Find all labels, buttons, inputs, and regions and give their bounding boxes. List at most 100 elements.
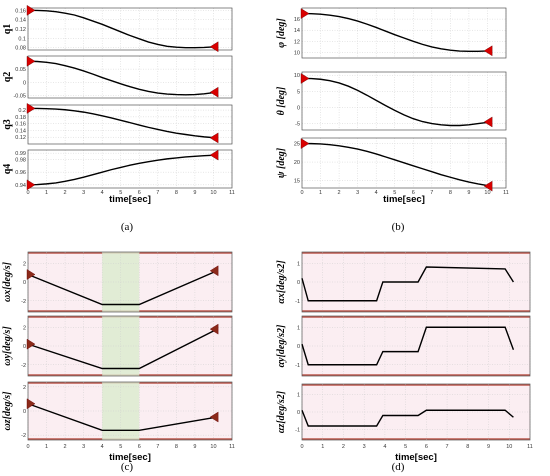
panel-1: 0.080.10.120.140.16q1-0.0500.05q20.120.1… bbox=[2, 4, 235, 205]
y-tick-label: 0.1 bbox=[18, 36, 26, 42]
x-tick-label: 6 bbox=[412, 190, 415, 196]
y-tick-label: 0.16 bbox=[15, 8, 26, 14]
panel-3: -202ωx[deg/s]-202ωy[deg/s]-202ωz[deg/s]0… bbox=[2, 251, 235, 463]
y-axis-label: αz[deg/s2] bbox=[276, 390, 287, 433]
end-marker bbox=[209, 41, 219, 53]
y-axis-label: αx[deg/s2] bbox=[276, 260, 287, 304]
start-marker bbox=[26, 338, 36, 350]
y-tick-label: 0.05 bbox=[15, 67, 26, 73]
end-marker bbox=[209, 411, 219, 423]
plot-frame bbox=[27, 7, 233, 51]
subplot-1: -1 0 1 αx[deg/s2] bbox=[276, 251, 531, 313]
x-axis-label: time[sec] bbox=[109, 194, 151, 205]
x-tick-label: 0 bbox=[300, 190, 303, 196]
y-tick-label: 20 bbox=[294, 160, 300, 166]
y-tick-label: 0 bbox=[23, 409, 26, 415]
end-marker bbox=[483, 116, 493, 128]
x-tick-label: 4 bbox=[101, 190, 104, 196]
x-tick-label: 9 bbox=[467, 190, 470, 196]
x-tick-label: 0 bbox=[300, 444, 303, 450]
y-tick-label: -1 bbox=[295, 363, 300, 369]
start-marker bbox=[26, 103, 36, 114]
x-tick-label: 5 bbox=[119, 190, 122, 196]
y-tick-label: -2 bbox=[21, 433, 26, 439]
y-tick-label: 0.98 bbox=[15, 158, 26, 164]
y-tick-label: 0 bbox=[23, 80, 26, 86]
y-tick-label: 1 bbox=[297, 325, 300, 331]
plot-area bbox=[28, 105, 232, 144]
y-tick-label: -5 bbox=[295, 122, 300, 128]
band-background bbox=[302, 316, 530, 376]
series-line bbox=[27, 328, 218, 370]
subplot-3: 0.120.140.160.180.2 q3 bbox=[2, 103, 233, 145]
y-axis-label: ωx[deg/s] bbox=[2, 261, 13, 302]
plot-frame bbox=[301, 137, 507, 189]
subplot-3: -2 0 2 ωz[deg/s] bbox=[2, 381, 233, 441]
plot-frame bbox=[27, 251, 233, 313]
x-axis-label: time[sec] bbox=[383, 194, 425, 205]
end-marker bbox=[209, 132, 219, 144]
x-tick-label: 3 bbox=[356, 190, 359, 196]
x-tick-label: 7 bbox=[156, 190, 159, 196]
x-tick-label: 0 bbox=[26, 190, 29, 196]
start-marker bbox=[26, 269, 36, 280]
y-tick-label: -0.05 bbox=[13, 93, 26, 99]
start-marker bbox=[26, 55, 36, 67]
series-line bbox=[28, 107, 218, 139]
x-tick-label: 9 bbox=[487, 444, 490, 450]
y-tick-label: 0.99 bbox=[15, 151, 26, 157]
band-background bbox=[302, 384, 530, 440]
x-tick-label: 2 bbox=[338, 190, 341, 196]
series-line bbox=[301, 142, 492, 187]
x-tick-label: 10 bbox=[506, 444, 512, 450]
y-tick-label: 0 bbox=[297, 105, 300, 111]
x-tick-label: 11 bbox=[503, 190, 509, 196]
series-line bbox=[301, 77, 492, 127]
end-marker bbox=[209, 265, 219, 277]
y-tick-label: -1 bbox=[295, 299, 300, 305]
start-marker bbox=[26, 4, 36, 16]
x-tick-label: 3 bbox=[363, 444, 366, 450]
y-tick-label: 2 bbox=[23, 325, 26, 331]
end-marker bbox=[483, 45, 493, 57]
start-marker bbox=[300, 8, 310, 19]
x-tick-label: 10 bbox=[210, 190, 216, 196]
subplot-3: -1 0 1 αz[deg/s2] bbox=[276, 383, 531, 441]
x-tick-label: 5 bbox=[393, 190, 396, 196]
y-axis-label: θ [deg] bbox=[276, 86, 287, 115]
plot-frame bbox=[27, 55, 233, 99]
x-tick-label: 11 bbox=[527, 444, 533, 450]
y-tick-label: 0.14 bbox=[15, 128, 26, 134]
x-tick-label: 3 bbox=[82, 444, 85, 450]
y-tick-label: -1 bbox=[295, 428, 300, 434]
end-marker bbox=[209, 323, 219, 335]
y-tick-label: 15 bbox=[294, 179, 300, 185]
y-tick-label: 2 bbox=[23, 385, 26, 391]
x-tick-label: 2 bbox=[64, 444, 67, 450]
series-line bbox=[301, 12, 492, 53]
subplot-2: -2 0 2 ωy[deg/s] bbox=[2, 315, 233, 377]
x-tick-label: 1 bbox=[321, 444, 324, 450]
y-tick-label: 10 bbox=[294, 73, 300, 79]
y-axis-label: ωy[deg/s] bbox=[2, 326, 13, 366]
panel-4: -1 0 1 αx[deg/s2] -1 0 1 αy[deg/s2] -1 0 1 αz[deg/s… bbox=[276, 251, 533, 463]
y-tick-label: 5 bbox=[297, 89, 300, 95]
subplot-4: 0.94 0.96 0.980.99 q4 bbox=[2, 149, 233, 191]
y-tick-label: 0 bbox=[297, 280, 300, 286]
x-tick-label: 2 bbox=[64, 190, 67, 196]
y-tick-label: 0.2 bbox=[18, 108, 26, 114]
caption-b: (b) bbox=[392, 221, 405, 233]
plot-frame bbox=[27, 149, 233, 189]
x-tick-label: 8 bbox=[175, 444, 178, 450]
series-line bbox=[27, 60, 218, 96]
y-axis-label: ψ [deg] bbox=[276, 147, 287, 178]
x-tick-label: 6 bbox=[138, 190, 141, 196]
y-tick-label: 16 bbox=[294, 17, 300, 23]
series-line bbox=[27, 154, 218, 186]
x-tick-label: 3 bbox=[82, 190, 85, 196]
y-tick-label: 0.12 bbox=[15, 27, 26, 33]
plot-frame bbox=[301, 251, 531, 313]
y-tick-label: 2 bbox=[23, 261, 26, 267]
